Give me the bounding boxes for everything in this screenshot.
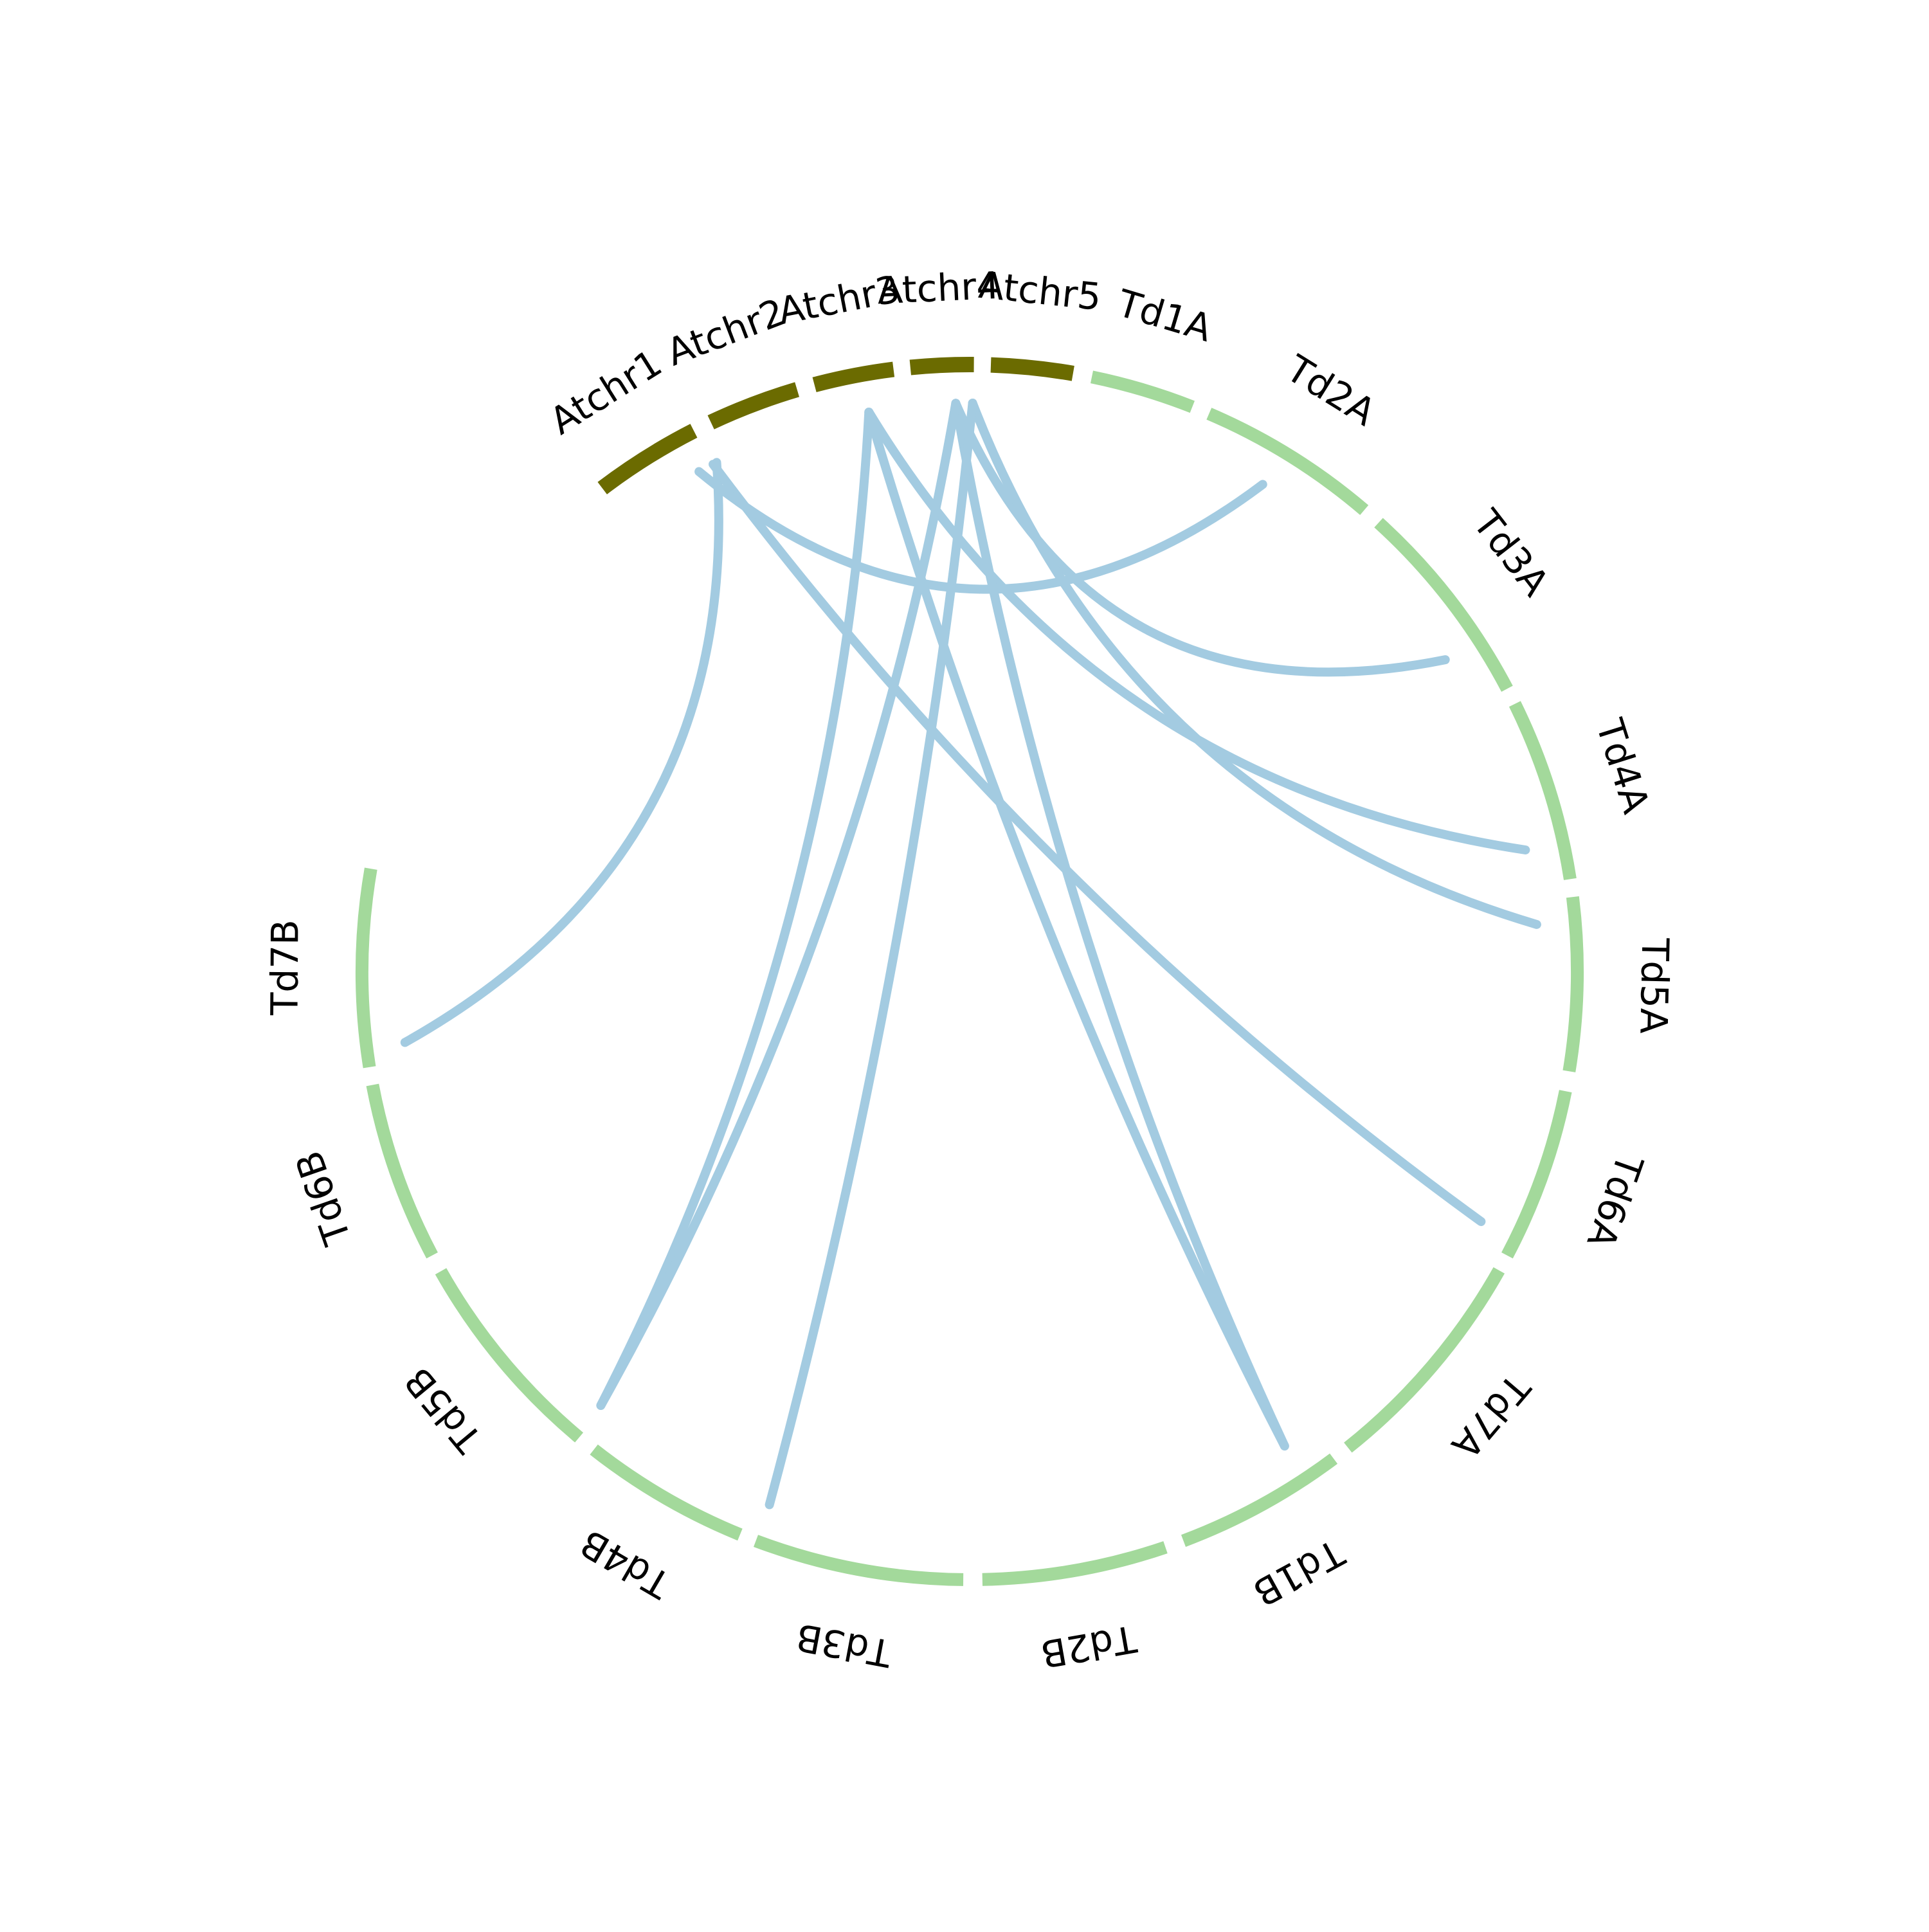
segment-arc-td6a	[1501, 1090, 1572, 1259]
segment-arc-td4b	[590, 1444, 743, 1541]
segment-label-td7a: Td7A	[1443, 1366, 1539, 1467]
segment-label-td3b: Td3B	[793, 1615, 896, 1675]
segment-label-atchr1: Atchr1	[542, 341, 669, 443]
segment-arc-td1b	[1181, 1453, 1338, 1547]
segment-label-td4a: Td4A	[1588, 714, 1658, 819]
segment-arc-td7a	[1344, 1267, 1505, 1453]
link-atchr4-td3a	[951, 399, 1450, 677]
segment-label-td1b: Td1B	[1246, 1530, 1352, 1615]
link-atchr1-td2a	[694, 467, 1267, 594]
segment-arc-td1a	[1090, 370, 1195, 413]
link-atchr5-td4a	[968, 399, 1541, 929]
segment-label-td6b: Td6B	[287, 1146, 360, 1251]
segment-arc-td3b	[753, 1535, 964, 1586]
segments-layer	[356, 356, 1584, 1586]
segment-label-td2b: Td2B	[1038, 1616, 1140, 1676]
segment-arc-atchr3	[812, 361, 895, 393]
segment-arc-td2a	[1206, 408, 1369, 516]
segment-label-td2a: Td2A	[1278, 347, 1383, 435]
segment-arc-td7b	[356, 867, 377, 1069]
segment-label-td6a: Td6A	[1579, 1148, 1652, 1254]
segment-label-atchr4: Atchr4	[876, 264, 1001, 313]
link-atchr3-td1b	[864, 408, 1289, 1451]
segment-arc-td4a	[1508, 701, 1577, 880]
segment-label-td3a: Td3A	[1464, 501, 1558, 604]
segment-label-td4b: Td4B	[573, 1521, 678, 1607]
segment-arc-td6b	[366, 1083, 438, 1259]
link-atchr1-td6a	[709, 460, 1486, 1226]
segment-arc-td5b	[435, 1268, 584, 1443]
segment-label-atchr2: Atchr2	[661, 290, 792, 375]
segment-label-td5a: Td5A	[1631, 937, 1677, 1034]
segment-label-td1a: Td1A	[1112, 281, 1217, 350]
link-atchr4-td1b	[951, 399, 1289, 1451]
segment-arc-td2b	[982, 1541, 1168, 1586]
segment-arc-atchr1	[597, 424, 698, 494]
link-atchr3-td4b	[596, 408, 874, 1410]
segment-label-td5b: Td5B	[395, 1359, 491, 1461]
segment-arc-td5a	[1562, 896, 1584, 1072]
segment-label-td7b: Td7B	[262, 919, 307, 1016]
link-atchr5-td3b	[765, 399, 977, 1510]
segment-label-atchr5: Atchr5	[977, 263, 1103, 319]
links-layer	[400, 399, 1541, 1510]
link-atchr3-td4a	[864, 408, 1530, 854]
link-atchr1-td6b	[400, 458, 723, 1047]
segment-arc-atchr2	[707, 382, 800, 429]
segment-arc-atchr5	[990, 357, 1074, 381]
link-atchr4-td4b	[596, 399, 961, 1410]
segment-arc-atchr4	[909, 356, 974, 375]
segment-arc-td3a	[1374, 518, 1513, 692]
